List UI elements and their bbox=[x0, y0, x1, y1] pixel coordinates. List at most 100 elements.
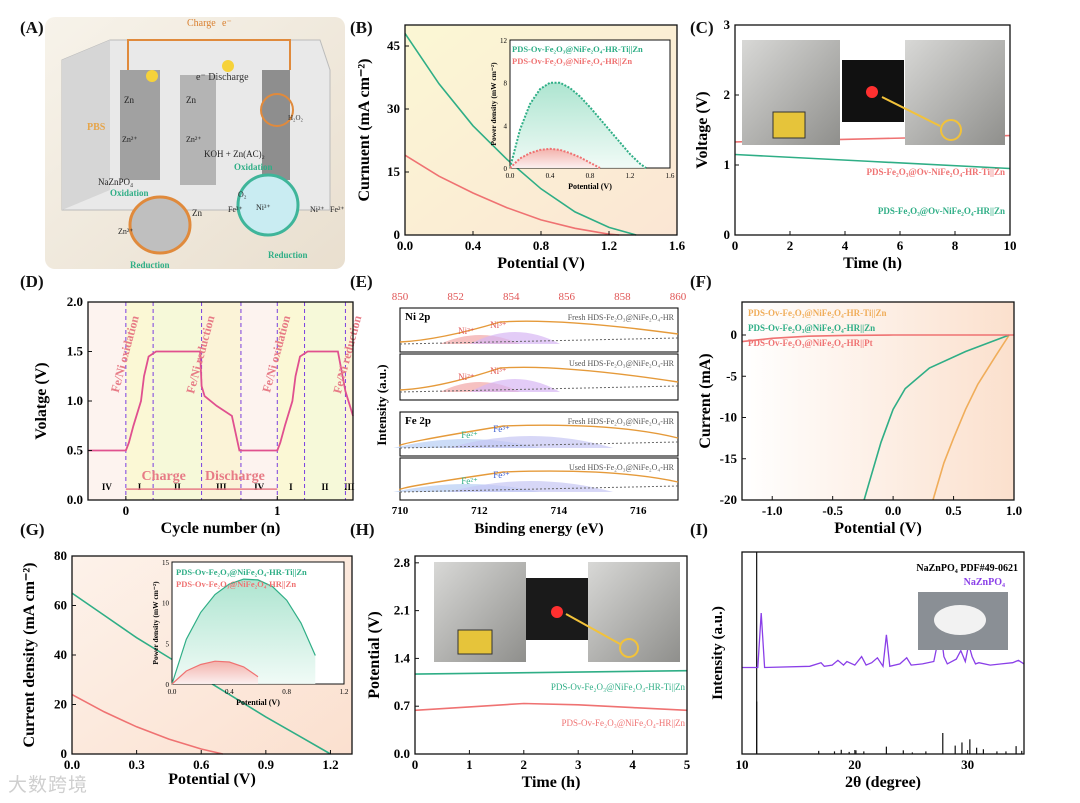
y-tick-label: 30 bbox=[387, 101, 400, 116]
cycle-curve bbox=[88, 350, 354, 452]
x-tick-label: 10 bbox=[1004, 238, 1017, 253]
photo-inset bbox=[434, 562, 680, 662]
x-axis-label: Time (h) bbox=[522, 774, 581, 791]
y-axis-label: Intensity (a.u.) bbox=[710, 606, 726, 700]
y-tick-label: 80 bbox=[54, 548, 67, 563]
x-tick-label: 1.2 bbox=[601, 238, 617, 253]
region-band bbox=[153, 302, 202, 500]
x-tick-label: 0 bbox=[412, 757, 419, 772]
xps-subpanel-frame bbox=[399, 457, 679, 501]
cathode-disc bbox=[236, 173, 300, 237]
panel-label-g: (G) bbox=[20, 520, 45, 539]
label-zn-3: Zn bbox=[192, 208, 202, 218]
multimeter bbox=[457, 629, 493, 655]
y-tick-label: 0.5 bbox=[67, 443, 84, 458]
x-tick-label: 2 bbox=[521, 757, 528, 772]
x-tick-label: 0.3 bbox=[128, 757, 145, 772]
top-x-tick-label: 850 bbox=[392, 291, 409, 303]
peak-label-2: Fe³⁺ bbox=[493, 424, 510, 434]
label-reduction-2: Reduction bbox=[268, 250, 308, 260]
legend-green: PDS-Fe₂O₃@Ov-NiFe₂O₄-HR||Zn bbox=[878, 206, 1005, 216]
inset-area-green bbox=[510, 82, 646, 168]
peak-label-1: Ni²⁺ bbox=[458, 326, 475, 336]
panel-label-a: (A) bbox=[20, 18, 44, 37]
peak-label-1: Fe²⁺ bbox=[461, 476, 478, 486]
inset-y-label: Power density (mW cm⁻²) bbox=[151, 581, 160, 665]
region-label: IV bbox=[254, 482, 265, 492]
xps-subpanel-frame bbox=[399, 307, 679, 353]
powder-pile bbox=[934, 605, 986, 635]
y-tick-label: 3 bbox=[724, 17, 731, 32]
y-axis-label: Volatge (V) bbox=[33, 362, 50, 439]
region-label: I bbox=[138, 482, 142, 492]
legend-green: PDS-Ov-Fe₂O₃@NiFe₂O₄-HR-Ti||Zn bbox=[551, 682, 686, 692]
xps-subpanel-frame bbox=[399, 353, 679, 401]
inset-x-tick-label: 0.4 bbox=[546, 172, 555, 180]
envelope-curve bbox=[399, 366, 679, 391]
y-tick-label: 20 bbox=[54, 697, 67, 712]
y-tick-label: -20 bbox=[720, 492, 737, 507]
y-tick-label: 40 bbox=[54, 647, 67, 662]
y-tick-label: -10 bbox=[720, 410, 737, 425]
y-tick-label: 0 bbox=[731, 327, 738, 342]
xps-group-label: Fe 2p bbox=[405, 415, 431, 427]
series-line-green bbox=[414, 669, 688, 675]
peak-label-1: Fe²⁺ bbox=[461, 430, 478, 440]
x-tick-label: 2 bbox=[787, 238, 794, 253]
inset-series-red bbox=[509, 147, 601, 169]
series-line-green bbox=[734, 153, 1011, 170]
y-axis-label: Curnuent (mA cm⁻²) bbox=[356, 58, 373, 201]
series-line-red bbox=[404, 154, 620, 236]
region-label: IV bbox=[102, 482, 113, 492]
legend-red: PDS-Ov-Fe₂O₃@NiFe₂O₄-HR||Zn bbox=[176, 579, 296, 589]
inset-y-tick-label: 12 bbox=[500, 37, 508, 45]
zn-electrode-mid bbox=[180, 75, 216, 185]
envelope-curve bbox=[399, 470, 679, 491]
xps-sample-label: Used HDS-Fe₂O₃@NiFe₂O₄-HR bbox=[569, 463, 675, 472]
highlight-circle bbox=[940, 119, 962, 141]
y-axis-label: Current density (mA cm⁻²) bbox=[21, 563, 38, 748]
x-tick-label: 0 bbox=[732, 238, 739, 253]
inset-x-label: Potential (V) bbox=[236, 698, 280, 707]
x-axis-label: Potential (V) bbox=[497, 255, 585, 272]
legend-red: PDS-Ov-Fe₂O₃@NiFe₂O₄-HR||Zn bbox=[512, 56, 632, 66]
y-tick-label: 1.5 bbox=[67, 344, 84, 359]
inset-area-red bbox=[510, 148, 600, 168]
legend-green: PDS-Ov-Fe₂O₃@NiFe₂O₄-HR-Ti||Zn bbox=[176, 567, 307, 577]
legend-green: PDS-Ov-Fe₂O₃@NiFe₂O₄-HR-Ti||Zn bbox=[512, 44, 643, 54]
inset-x-label: Potential (V) bbox=[568, 182, 612, 191]
inset-x-tick-label: 0.0 bbox=[168, 688, 177, 696]
x-tick-label: 0.5 bbox=[945, 503, 962, 518]
region-label: III bbox=[344, 482, 355, 492]
inset-x-tick-label: 1.2 bbox=[626, 172, 635, 180]
label-discharge: e⁻ Discharge bbox=[196, 72, 249, 83]
x-tick-label: 4 bbox=[842, 238, 849, 253]
label-fe2: Fe²⁺ bbox=[330, 205, 345, 214]
pointer-arrow bbox=[881, 96, 941, 127]
region-label: II bbox=[321, 482, 329, 492]
x-tick-label: 0.4 bbox=[465, 238, 482, 253]
x-tick-label: 1 bbox=[466, 757, 473, 772]
x-tick-label: 1.0 bbox=[1006, 503, 1022, 518]
peak-fill-2 bbox=[448, 436, 614, 448]
plot-background bbox=[742, 552, 1024, 754]
label-oxidation-2: Oxidation bbox=[234, 162, 273, 172]
y-tick-label: 0 bbox=[394, 227, 401, 242]
top-x-tick-label: 858 bbox=[614, 291, 631, 303]
panel-i-xrd-chart: 10 20 30 2θ (degree) Intensity (a.u.) NaZnPO₄… bbox=[710, 551, 1025, 791]
y-tick-label: 0.0 bbox=[67, 492, 83, 507]
label-electrolyte: KOH + Zn(AC)₂ bbox=[204, 149, 265, 159]
legend-orange: PDS-Ov-Fe₂O₃@NiFe₂O₄-HR-Ti||Zn bbox=[748, 308, 886, 318]
peak-fill-2 bbox=[448, 481, 614, 492]
peak-label-2: Fe³⁺ bbox=[493, 470, 510, 480]
plot-frame bbox=[414, 555, 688, 755]
panel-label-f: (F) bbox=[690, 272, 712, 291]
inset-y-tick-label: 4 bbox=[504, 122, 508, 130]
y-tick-label: 1.0 bbox=[67, 393, 83, 408]
label-oxidation-1: Oxidation bbox=[110, 188, 149, 198]
label-zn-ion-2: Zn²⁺ bbox=[186, 135, 202, 144]
y-axis-label: Intensity (a.u.) bbox=[374, 364, 389, 445]
plot-frame bbox=[741, 551, 1025, 755]
